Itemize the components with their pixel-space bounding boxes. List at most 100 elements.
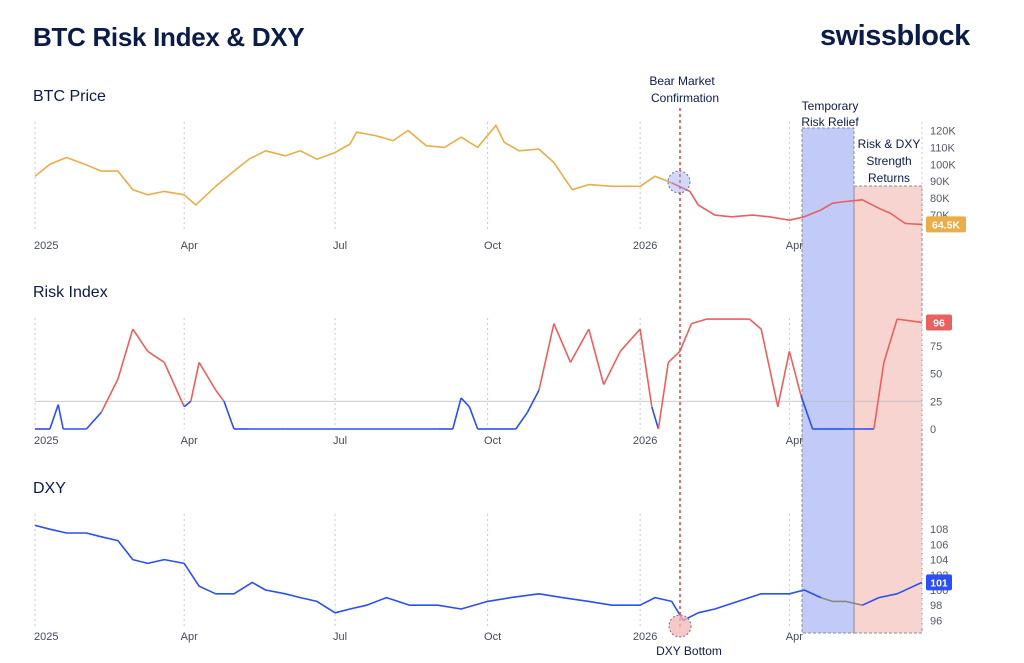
btc-price-last-value-label: 64.5K	[932, 219, 960, 231]
risk-index-line-segment	[667, 350, 681, 363]
risk-index-line-segment	[657, 362, 670, 430]
risk-index-last-value-label: 96	[933, 317, 945, 329]
risk-index-x-tick-label: Oct	[484, 435, 501, 447]
risk-index-line-segment	[800, 395, 814, 430]
risk-index-line-segment	[691, 318, 707, 325]
dxy-last-value-badge	[926, 574, 952, 591]
risk-index-line-segment	[117, 328, 134, 380]
dxy-y-tick-label: 98	[930, 600, 942, 612]
risk-index-line-segment	[679, 323, 693, 352]
risk-index-line-segment	[651, 406, 660, 430]
risk-index-line-segment	[460, 397, 470, 408]
highlight-bands	[801, 127, 923, 634]
btc-price-y-tick-label: 80K	[930, 193, 950, 205]
dxy-x-tick-label: 2025	[34, 631, 58, 643]
risk-index-line-segment	[163, 362, 185, 408]
risk-index-line-segment	[777, 351, 791, 407]
dxy-x-tick-label: Apr	[786, 631, 803, 643]
dxy-line	[34, 524, 822, 622]
dxy-y-tick-label: 96	[930, 615, 942, 627]
page-title: BTC Risk Index & DXY	[33, 22, 305, 52]
risk-index-line-segment	[515, 411, 529, 430]
risk-index-line-segment	[760, 328, 779, 407]
returns-annotation-line3: Returns	[868, 171, 910, 185]
risk-index-line-segment	[100, 378, 119, 413]
dxy-last-value-label: 101	[930, 577, 948, 589]
btc-price-last-value-badge	[926, 216, 966, 233]
bear-market-annotation-line1: Bear Market	[649, 74, 715, 88]
btc-price-x-tick-label: Apr	[786, 240, 803, 252]
returns-annotation-line2: Strength	[866, 154, 911, 168]
risk-index-y-tick-label: 0	[930, 424, 936, 436]
risk-index-line-segment	[873, 362, 885, 430]
risk-index-line-segment	[883, 318, 898, 363]
risk-index-line-segment	[85, 411, 102, 430]
risk-index-x-tick-label: Apr	[181, 435, 198, 447]
risk-index-line-segment	[147, 350, 165, 364]
risk-index-line-segment	[619, 328, 641, 352]
risk-index-line-segment	[788, 351, 802, 396]
risk-index-line-segment	[569, 328, 590, 363]
gridlines	[34, 122, 923, 628]
risk-index-line-segment	[588, 328, 605, 385]
dxy-line-relief-segment	[820, 596, 863, 606]
btc-price-y-tick-label: 90K	[930, 176, 950, 188]
risk-index-line-segment	[49, 404, 59, 430]
btc-price-x-tick-label: Oct	[484, 240, 501, 252]
bear-market-annotation-line2: Confirmation	[651, 91, 719, 105]
btc-price-y-tick-label: 100K	[930, 159, 956, 171]
btc-price-x-tick-label: Apr	[181, 240, 198, 252]
risk-index-line-segment	[526, 389, 540, 413]
returns-band	[854, 186, 922, 633]
risk-index-x-tick-label: Apr	[786, 435, 803, 447]
btc-price-y-tick-label: 120K	[930, 125, 956, 137]
btc-price-x-tick-label: Jul	[333, 240, 347, 252]
btc-price-y-tick-label: 110K	[930, 142, 956, 154]
dxy-bottom-annotation: DXY Bottom	[656, 644, 722, 658]
btc-price-x-tick-label: 2026	[633, 240, 657, 252]
dxy-x-tick-label: Apr	[181, 631, 198, 643]
dxy-panel-title: DXY	[33, 480, 66, 497]
risk-index-panel-title: Risk Index	[33, 284, 108, 301]
dxy-x-tick-label: Oct	[484, 631, 501, 643]
risk-index-y-tick-label: 75	[930, 341, 942, 353]
risk-index-line-segment	[538, 323, 555, 391]
risk-index-line-segment	[190, 362, 200, 402]
dxy-y-tick-label: 106	[930, 539, 948, 551]
risk-index-last-value-badge	[926, 314, 952, 331]
relief-annotation-line2: Risk Relief	[801, 115, 859, 129]
value-badges: 64.5K 96 101	[926, 216, 966, 591]
dxy-x-tick-label: 2026	[633, 631, 657, 643]
risk-index-line-segment	[749, 318, 762, 330]
btc-price-x-tick-label: 2025	[34, 240, 58, 252]
relief-annotation-line1: Temporary	[802, 99, 859, 113]
dxy-bottom-circle	[668, 614, 692, 638]
btc-price-panel-title: BTC Price	[33, 88, 106, 105]
risk-index-line-segment	[896, 318, 923, 324]
risk-index-line-segment	[198, 361, 217, 391]
relief-band	[802, 128, 854, 633]
returns-annotation-line1: Risk & DXY	[858, 137, 921, 151]
risk-index-y-tick-label: 25	[930, 396, 942, 408]
risk-index-y-tick-label: 50	[930, 369, 942, 381]
risk-index-line-segment	[639, 328, 653, 407]
dxy-line-end	[861, 581, 923, 606]
risk-index-line-segment	[183, 400, 192, 408]
risk-index-line-segment	[602, 350, 622, 385]
relief-band-outline	[801, 127, 855, 634]
bear-market-circle	[667, 170, 691, 194]
dxy-x-tick-label: Jul	[333, 631, 347, 643]
risk-index-line-segment	[553, 323, 572, 363]
risk-index-x-tick-label: 2026	[633, 435, 657, 447]
risk-index-line-segment	[215, 389, 225, 402]
btc-price-line-post-bear	[671, 182, 923, 226]
series	[34, 124, 923, 622]
risk-index-x-tick-label: Jul	[333, 435, 347, 447]
risk-index-x-tick-label: 2025	[34, 435, 58, 447]
risk-index-line-segment	[468, 406, 479, 430]
axes: 2025 Apr Jul Oct 2026 Apr70K80K90K100K110K120…	[34, 125, 956, 643]
btc-price-line-pre-bear	[34, 124, 672, 206]
risk-index-line-segment	[57, 404, 64, 430]
brand-logo: swissblock	[820, 20, 970, 52]
risk-index-line-segment	[452, 397, 462, 430]
